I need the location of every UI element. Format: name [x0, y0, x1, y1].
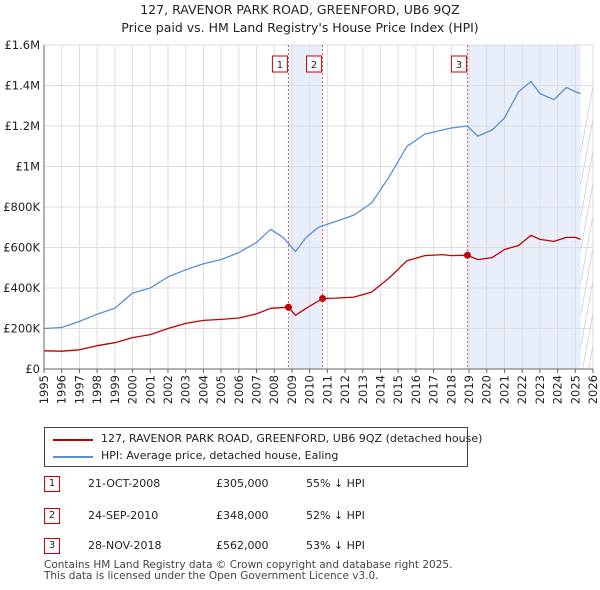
transaction-label: 2: [311, 60, 317, 71]
transaction-point: [284, 303, 292, 311]
x-tick-label: 2024: [551, 375, 565, 404]
transaction-date: 24-SEP-2010: [88, 509, 159, 522]
x-tick-label: 1998: [90, 375, 104, 404]
forecast-hatch: [595, 45, 600, 369]
x-tick-label: 2004: [196, 375, 210, 404]
x-tick-label: 2016: [409, 375, 423, 404]
transaction-label-box: [450, 55, 467, 73]
transaction-row: 3 28-NOV-2018 £562,000 53% ↓ HPI: [44, 538, 464, 558]
forecast-hatch: [580, 278, 593, 350]
footer-license: This data is licensed under the Open Gov…: [44, 570, 379, 582]
transaction-point: [463, 251, 471, 259]
x-tick-label: 1995: [37, 375, 51, 404]
x-tick-label: 1999: [108, 375, 122, 404]
x-tick-label: 2025: [568, 375, 582, 404]
x-tick-label: 2003: [179, 375, 193, 404]
y-tick-label: £0: [25, 362, 40, 376]
transaction-badge: 3: [44, 538, 60, 554]
x-tick-label: 2007: [250, 375, 264, 404]
x-tick-label: 2011: [320, 375, 334, 404]
legend-label-property: 127, RAVENOR PARK ROAD, GREENFORD, UB6 9…: [101, 432, 483, 445]
x-tick-label: 2017: [427, 375, 441, 404]
x-tick-label: 2013: [356, 375, 370, 404]
x-tick-label: 2012: [338, 375, 352, 404]
transaction-label: 3: [456, 60, 462, 71]
legend-swatch-property: [53, 439, 93, 441]
x-tick-label: 2008: [267, 375, 281, 404]
hpi-series-line: [43, 80, 581, 330]
property-series-line: [43, 234, 581, 352]
transaction-point: [319, 295, 327, 303]
legend-label-hpi: HPI: Average price, detached house, Eali…: [101, 449, 339, 462]
transaction-hpi-diff: 52% ↓ HPI: [306, 509, 365, 522]
transaction-price: £562,000: [216, 539, 269, 552]
x-tick-label: 2010: [303, 375, 317, 404]
y-tick-label: £800K: [3, 200, 40, 214]
x-tick-label: 2022: [515, 375, 529, 404]
transaction-label-box: [306, 55, 323, 73]
transaction-badge: 1: [44, 476, 60, 492]
x-tick-label: 2006: [232, 375, 246, 404]
transaction-date: 21-OCT-2008: [88, 477, 161, 490]
x-tick-label: 2002: [161, 375, 175, 404]
transaction-price: £305,000: [216, 477, 269, 490]
transaction-price: £348,000: [216, 509, 269, 522]
y-tick-label: £1.2M: [4, 119, 40, 133]
x-tick-label: 1997: [72, 375, 86, 404]
x-tick-label: 1996: [55, 375, 69, 404]
footer-copyright: Contains HM Land Registry data © Crown c…: [44, 559, 453, 571]
transaction-label: 1: [277, 60, 283, 71]
transaction-badge: 2: [44, 508, 60, 524]
x-tick-label: 2000: [126, 375, 140, 404]
x-tick-label: 2023: [533, 375, 547, 404]
x-tick-label: 2001: [143, 375, 157, 404]
x-tick-label: 2026: [586, 375, 600, 404]
legend: 127, RAVENOR PARK ROAD, GREENFORD, UB6 9…: [44, 427, 482, 467]
chart-subtitle: Price paid vs. HM Land Registry's House …: [121, 20, 479, 35]
y-tick-label: £1.4M: [4, 79, 40, 93]
transaction-hpi-diff: 55% ↓ HPI: [306, 477, 365, 490]
x-tick-label: 2020: [480, 375, 494, 404]
x-tick-label: 2014: [373, 375, 387, 404]
transaction-label-box: [271, 55, 288, 73]
x-tick-label: 2005: [214, 375, 228, 404]
y-tick-label: £600K: [3, 241, 40, 255]
chart-title: 127, RAVENOR PARK ROAD, GREENFORD, UB6 9…: [140, 2, 460, 17]
y-tick-label: £1M: [15, 160, 40, 174]
transaction-row: 2 24-SEP-2010 £348,000 52% ↓ HPI: [44, 508, 464, 528]
x-tick-label: 2009: [285, 375, 299, 404]
forecast-hatch: [580, 83, 593, 156]
x-tick-label: 2021: [497, 375, 511, 404]
price-chart: 1 2 3 £0 £200K £400K £600K £800K £1M £1.2M £1.4M £…: [3, 38, 600, 404]
legend-swatch-hpi: [53, 456, 93, 458]
y-tick-label: £1.6M: [4, 38, 40, 52]
y-tick-label: £400K: [3, 281, 40, 295]
x-tick-label: 2015: [391, 375, 405, 404]
transaction-date: 28-NOV-2018: [88, 539, 162, 552]
y-tick-label: £200K: [3, 322, 40, 336]
transaction-row: 1 21-OCT-2008 £305,000 55% ↓ HPI: [44, 476, 464, 496]
transaction-hpi-diff: 53% ↓ HPI: [306, 539, 365, 552]
x-tick-label: 2019: [462, 375, 476, 404]
x-tick-label: 2018: [444, 375, 458, 404]
footer: Contains HM Land Registry data © Crown c…: [44, 560, 452, 582]
